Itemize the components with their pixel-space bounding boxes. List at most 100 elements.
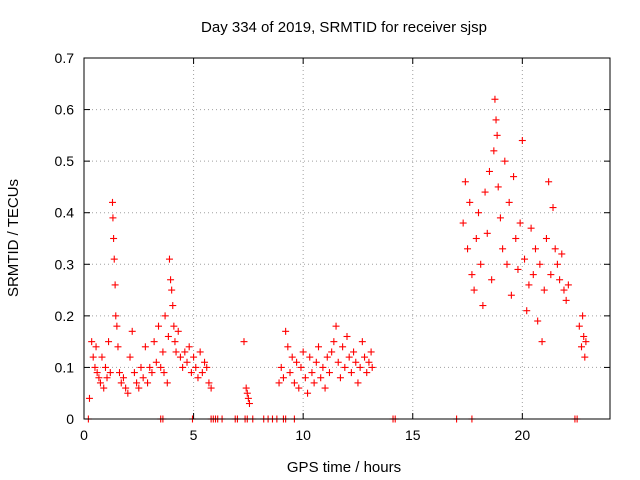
data-point (363, 369, 371, 377)
data-point (244, 394, 252, 402)
data-point (137, 363, 145, 371)
data-point (279, 374, 287, 382)
data-point (475, 209, 482, 217)
data-point (144, 379, 152, 387)
data-point (581, 353, 589, 361)
data-point (157, 363, 165, 371)
data-point (183, 358, 191, 366)
data-point (108, 198, 116, 206)
data-point (558, 250, 566, 258)
data-point (141, 343, 149, 351)
data-point (89, 353, 97, 361)
data-point (196, 348, 204, 356)
data-point (549, 204, 557, 212)
data-point (464, 245, 472, 253)
data-point (98, 353, 106, 361)
data-point (288, 353, 296, 361)
data-point (551, 245, 559, 253)
data-point (564, 281, 572, 289)
data-point (293, 358, 301, 366)
data-point (350, 348, 358, 356)
data-point (290, 379, 298, 387)
data-point (525, 281, 533, 289)
y-tick-label: 0.4 (55, 205, 75, 221)
data-point (536, 260, 544, 268)
data-point (580, 332, 588, 340)
data-point (95, 374, 103, 382)
data-point (155, 322, 163, 330)
data-point (167, 276, 175, 284)
data-point (146, 363, 154, 371)
data-point (347, 369, 355, 377)
data-point (521, 255, 529, 263)
data-point (198, 369, 206, 377)
data-point (163, 379, 171, 387)
data-point (358, 338, 366, 346)
data-point (367, 348, 375, 356)
x-tick-label: 0 (80, 427, 88, 443)
data-point (135, 384, 143, 392)
y-axis-label: SRMTID / TECUs (5, 179, 22, 297)
data-point (317, 374, 325, 382)
data-point (96, 379, 104, 387)
data-point (286, 369, 294, 377)
data-point (523, 307, 531, 315)
data-point (512, 235, 520, 242)
data-point (122, 384, 130, 392)
data-point (185, 343, 193, 351)
data-point (139, 374, 147, 382)
data-point (505, 198, 513, 206)
data-point (481, 188, 489, 196)
data-point (542, 235, 550, 242)
data-point (545, 178, 553, 186)
data-point (301, 374, 309, 382)
data-point (105, 338, 113, 346)
data-point (92, 343, 100, 351)
data-point (201, 358, 209, 366)
data-point (106, 369, 114, 377)
data-point (133, 379, 141, 387)
data-point (343, 332, 351, 340)
data-point (194, 374, 202, 382)
data-point (168, 286, 176, 294)
data-point (165, 255, 173, 263)
x-tick-label: 5 (190, 427, 198, 443)
data-point (282, 327, 290, 335)
y-tick-label: 0.7 (55, 50, 75, 66)
data-point (240, 338, 248, 346)
data-point (507, 291, 515, 299)
data-point (110, 255, 118, 263)
data-point (101, 363, 109, 371)
x-tick-label: 10 (295, 427, 311, 443)
grid-lines (84, 58, 610, 419)
data-point (169, 302, 177, 310)
data-point (578, 343, 586, 351)
y-tick-label: 0.1 (55, 359, 75, 375)
data-point (170, 322, 178, 330)
data-point (356, 363, 364, 371)
data-point (245, 400, 253, 408)
data-point (117, 379, 125, 387)
data-point (174, 327, 182, 335)
data-point (159, 348, 167, 356)
data-point (88, 338, 96, 346)
data-point (534, 317, 542, 325)
data-point (192, 363, 200, 371)
data-point (488, 276, 496, 284)
data-point (242, 384, 250, 392)
data-point (312, 358, 320, 366)
data-point (111, 281, 119, 289)
data-point (176, 353, 184, 361)
data-point (518, 137, 526, 145)
data-point (304, 389, 312, 397)
data-point (164, 332, 172, 340)
data-point (308, 369, 316, 377)
data-point (323, 353, 331, 361)
data-point (527, 224, 535, 232)
data-point (172, 348, 180, 356)
x-axis-label: GPS time / hours (287, 459, 401, 476)
data-point (277, 363, 285, 371)
data-point (336, 374, 344, 382)
data-point (510, 173, 518, 181)
